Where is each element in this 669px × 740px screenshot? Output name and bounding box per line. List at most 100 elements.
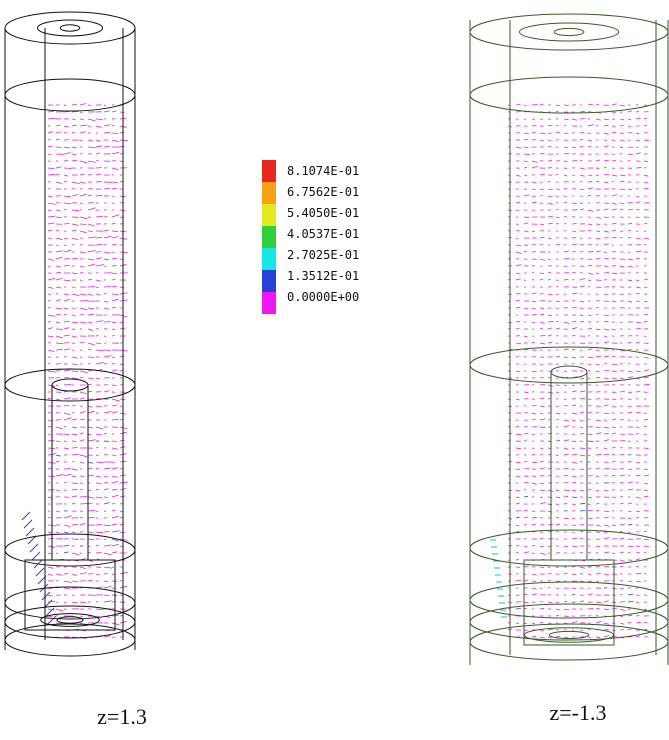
flow-vector: [555, 321, 559, 323]
flow-vector: [515, 425, 520, 428]
flow-vector: [635, 321, 641, 324]
flow-vector: [579, 447, 586, 450]
flow-vector: [47, 349, 55, 353]
flow-vector: [111, 461, 115, 464]
disk: [4, 605, 136, 639]
flow-vector: [103, 110, 110, 113]
flow-vector: [603, 404, 609, 407]
flow-vector: [95, 286, 99, 289]
flow-vector: [515, 251, 522, 254]
flow-vector: [523, 516, 529, 519]
flow-vector: [95, 433, 102, 436]
flow-vector: [63, 298, 71, 302]
flow-vector: [603, 335, 607, 337]
flow-vector: [63, 222, 70, 225]
flow-vector: [619, 579, 623, 582]
flow-vector: [79, 272, 84, 274]
flow-vector: [531, 341, 535, 344]
flow-vector: [571, 320, 577, 323]
flow-vector: [47, 195, 53, 198]
flow-vector: [79, 341, 85, 344]
flow-vector: [539, 321, 545, 324]
flow-vector: [627, 209, 633, 211]
flow-vector: [619, 104, 625, 107]
flow-vector: [643, 300, 648, 303]
flow-vector: [103, 229, 109, 232]
flow-vector: [111, 230, 118, 232]
flow-vector: [603, 573, 609, 576]
flow-vector: [523, 279, 527, 281]
flow-vector: [627, 153, 633, 156]
flow-vector: [571, 573, 577, 575]
flow-vector: [87, 496, 95, 499]
flow-vector: [103, 594, 110, 597]
flow-vector: [515, 272, 521, 275]
flow-vector: [95, 342, 101, 345]
flow-vector: [555, 369, 559, 372]
flow-vector: [635, 565, 639, 568]
flow-vector: [523, 551, 530, 554]
flow-vector: [79, 397, 85, 400]
flow-vector: [539, 397, 545, 400]
flow-vector: [571, 363, 575, 365]
flow-vector: [563, 118, 569, 121]
flow-vector: [111, 523, 118, 526]
flow-vector: [87, 263, 96, 267]
colorbar-label: 5.4050E-01: [287, 206, 359, 220]
flow-vector: [563, 258, 570, 260]
flow-vector: [539, 426, 546, 428]
flow-vector: [63, 237, 69, 240]
flow-vector: [619, 208, 624, 211]
flow-vector: [515, 545, 520, 547]
flow-vector: [95, 405, 103, 408]
flow-vector: [523, 194, 530, 197]
flow-vector: [47, 342, 51, 344]
flow-vector: [63, 258, 70, 260]
flow-vector: [79, 432, 84, 435]
flow-vector: [87, 405, 93, 408]
flow-vector: [587, 174, 593, 177]
flow-vector: [79, 139, 83, 142]
flow-vector: [523, 146, 529, 149]
flow-vector: [587, 145, 592, 148]
flow-vector: [111, 573, 115, 575]
flow-vector: [595, 363, 600, 366]
flow-vector: [547, 496, 553, 498]
flow-vector: [539, 489, 545, 491]
flow-vector: [55, 250, 64, 253]
flow-vector: [515, 475, 521, 478]
flow-vector: [595, 467, 600, 470]
flow-vector: [611, 236, 617, 239]
flow-vector: [55, 474, 64, 477]
flow-vector: [563, 223, 567, 225]
flow-vector: [555, 195, 559, 197]
flow-vector: [47, 138, 51, 141]
flow-vector: [103, 580, 109, 583]
flow-vector: [635, 237, 641, 240]
flow-vector: [71, 307, 76, 310]
flow-vector: [563, 348, 569, 351]
flow-vector: [71, 188, 75, 190]
flow-vector: [531, 166, 538, 169]
flow-vector: [579, 132, 584, 134]
flow-vector: [587, 411, 592, 414]
flow-vector: [547, 530, 553, 533]
flow-vector: [523, 495, 529, 498]
flow-vector: [539, 566, 545, 569]
flow-vector: [563, 481, 569, 484]
flow-vector: [611, 131, 617, 134]
flow-vector: [619, 188, 625, 191]
flow-vector: [539, 118, 543, 120]
flow-vector: [95, 118, 103, 120]
flow-vector: [111, 167, 119, 171]
flow-vector: [619, 433, 625, 435]
flow-vector: [555, 131, 560, 134]
flow-vector: [619, 565, 624, 568]
flow-vector: [71, 335, 77, 338]
flow-vector: [571, 482, 577, 484]
flow-vector: [587, 229, 592, 232]
flow-vector: [627, 517, 632, 520]
flow-vector: [619, 530, 623, 533]
flow-vector: [595, 510, 600, 512]
flow-vector: [555, 104, 560, 107]
